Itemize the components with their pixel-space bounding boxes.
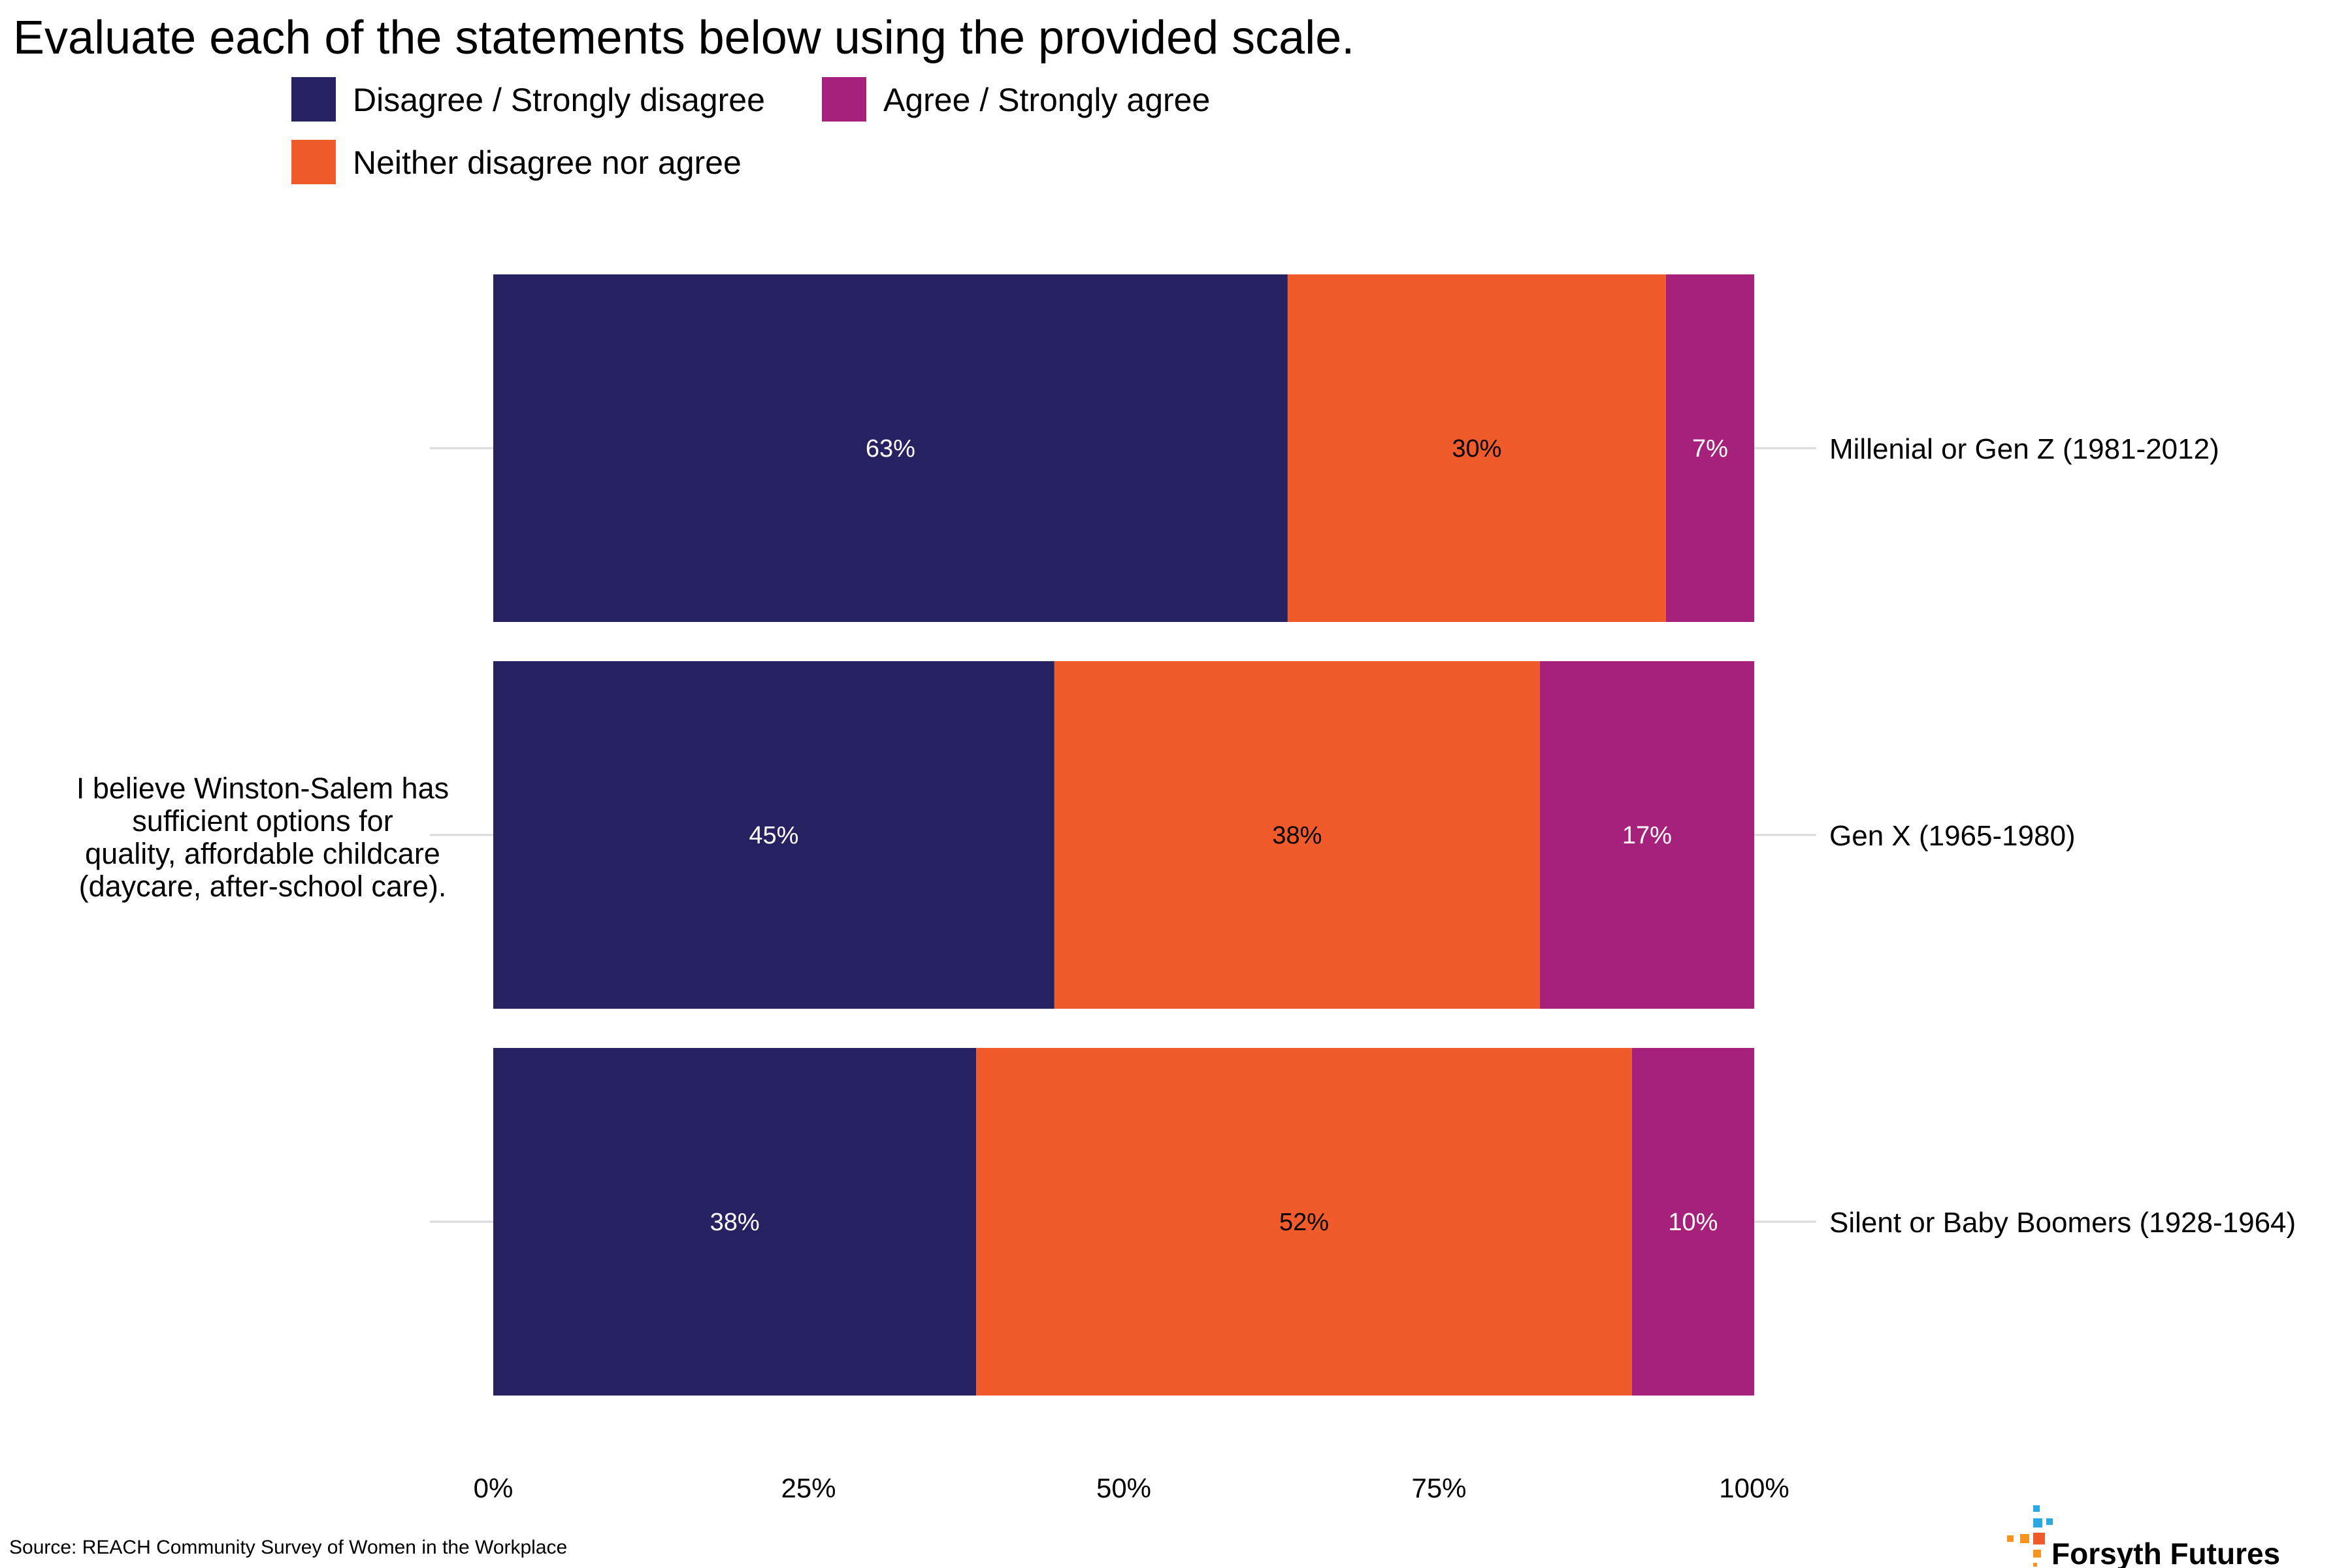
group-labels: Millenial or Gen Z (1981-2012) Gen X (196… [430, 433, 2296, 1239]
x-tick-label: 75% [1411, 1473, 1466, 1503]
bar-value-label: 38% [710, 1209, 760, 1236]
statement-line-4: (daycare, after-school care). [79, 870, 447, 903]
bar-value-label: 63% [866, 435, 915, 463]
bar-segment [1287, 274, 1666, 622]
bar-segment [493, 1048, 977, 1396]
group-label: Millenial or Gen Z (1981-2012) [1829, 433, 2219, 465]
bar-value-label: 52% [1279, 1209, 1329, 1236]
bars-group: 63% 30% 7% 45% 38% 17% 38% 52% 10% [493, 274, 1754, 1396]
x-tick-label: 0% [474, 1473, 514, 1503]
legend: Disagree / Strongly disagree Agree / Str… [291, 77, 1210, 184]
forsyth-futures-logo: Forsyth Futures [2007, 1505, 2280, 1568]
bar-segment [493, 274, 1288, 622]
source-note: Source: REACH Community Survey of Women … [9, 1537, 567, 1558]
legend-swatch-disagree [291, 77, 336, 122]
bar-segment [1539, 661, 1754, 1009]
legend-label-disagree: Disagree / Strongly disagree [353, 82, 765, 118]
x-tick-label: 25% [781, 1473, 836, 1503]
bar-value-label: 10% [1668, 1209, 1718, 1236]
bar-value-label: 7% [1692, 435, 1728, 463]
bar-segment [1054, 661, 1540, 1009]
group-label: Gen X (1965-1980) [1829, 820, 2076, 852]
bar-value-label: 30% [1452, 435, 1501, 463]
bar-value-label: 38% [1272, 822, 1322, 849]
x-tick-label: 100% [1719, 1473, 1789, 1503]
bar-segment [976, 1048, 1632, 1396]
bar-segment [1665, 274, 1754, 622]
legend-label-neither: Neither disagree nor agree [353, 144, 742, 181]
brand-name: Forsyth Futures [2051, 1537, 2280, 1568]
group-label: Silent or Baby Boomers (1928-1964) [1829, 1207, 2296, 1239]
chart-title: Evaluate each of the statements below us… [13, 12, 1354, 64]
statement-line-1: I believe Winston-Salem has [76, 772, 449, 805]
bar-segment [1631, 1048, 1754, 1396]
legend-swatch-agree [822, 77, 866, 122]
bar-value-label: 45% [749, 822, 798, 849]
statement-label: I believe Winston-Salem has sufficient o… [76, 772, 449, 903]
logo-dots-icon [2007, 1505, 2053, 1567]
x-axis-ticks: 0% 25% 50% 75% 100% [474, 1473, 1789, 1503]
legend-swatch-neither [291, 140, 336, 184]
bar-value-label: 17% [1622, 822, 1672, 849]
statement-line-2: sufficient options for [132, 804, 393, 838]
x-tick-label: 50% [1096, 1473, 1151, 1503]
bar-segment [493, 661, 1054, 1009]
legend-label-agree: Agree / Strongly agree [883, 82, 1210, 118]
statement-line-3: quality, affordable childcare [85, 837, 440, 870]
